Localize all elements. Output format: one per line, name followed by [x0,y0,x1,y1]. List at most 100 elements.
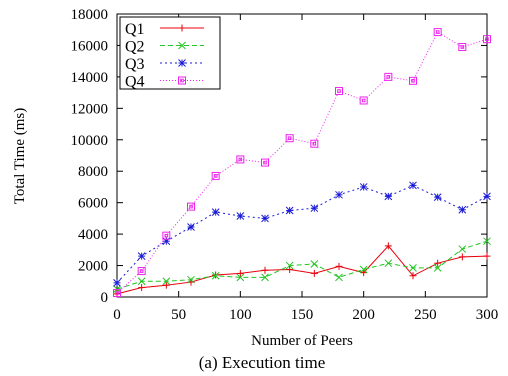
axis-ticks: 0 50 100 150 200 250 300 0 2000 4000 6000 8000 10000… [71,7,499,323]
legend-label-q3: Q3 [125,56,145,73]
series-q4-point [359,96,368,105]
series-q4-point [409,76,417,85]
legend-label-q2: Q2 [125,39,145,56]
series-q3-point [458,205,467,214]
y-tick-label: 10000 [71,133,109,149]
series-q3-point [335,190,343,199]
series-q4-point [162,231,171,240]
x-tick-label: 50 [171,307,186,323]
legend-marker-q2 [178,41,186,50]
legend-label-q4: Q4 [125,74,145,91]
y-tick-label: 12000 [71,101,109,117]
series-q1-point [335,262,343,270]
series-q2-point [384,259,393,268]
series-q4-line [116,31,488,294]
series-q1-point [458,253,466,261]
series-q4-point [335,87,343,96]
series-q2-point [137,277,146,286]
y-tick-label: 2000 [78,259,108,275]
series-q3-point [409,181,417,190]
series-q1 [113,242,491,298]
series-q2-point [310,260,319,268]
x-tick-label: 250 [414,307,437,323]
series-q2-point [261,273,269,282]
series-q3-point [483,192,491,201]
series-q4-point [310,139,319,148]
legend-marker-q4 [178,76,186,85]
series-q1-point [261,266,269,274]
series-q3-point [285,206,294,215]
series-q3-point [236,212,245,220]
y-tick-label: 4000 [78,227,108,243]
series-q3-point [261,214,269,223]
series-q2-point [285,261,294,270]
series-q2-point [335,273,343,282]
series-q4 [113,28,491,298]
series-q4-point [285,134,294,143]
series-q1-line [116,245,488,295]
series-q2-point [187,275,195,284]
figure-caption: (a) Execution time [199,353,326,372]
series-q1-point [162,281,170,289]
y-tick-label: 18000 [71,7,109,23]
series-q3-point [384,192,393,201]
series-q4-point [113,289,121,298]
series-q4-point [261,158,269,167]
series-q1-point [310,269,318,277]
legend-box [119,16,221,90]
series-q3-point [137,252,146,260]
series-q2-point [359,265,368,274]
x-tick-label: 200 [352,307,375,323]
series-q4-point [483,35,491,44]
y-axis-title: Total Time (ms) [12,108,28,204]
series-q4-point [458,43,467,52]
series-q3-point [113,278,121,287]
y-tick-label: 0 [101,290,109,306]
series-q4-point [211,171,220,180]
y-tick-label: 8000 [78,164,108,180]
series-q3-point [187,223,195,231]
series-q1-point [409,272,417,280]
series-q2-point [483,237,491,246]
series-q4-point [187,202,195,211]
series-q2 [113,237,491,293]
x-tick-label: 300 [476,307,499,323]
x-tick-label: 100 [229,307,252,323]
legend-marker-q1 [178,24,186,32]
series-q1-point [236,269,244,277]
series-q2-point [409,264,417,272]
series-q4-point [384,72,393,81]
series-q1-point [138,284,146,292]
series-q4-point [433,28,442,37]
y-tick-label: 16000 [71,38,109,54]
series-q1-point [286,265,294,273]
series-q3 [113,181,491,287]
series-q3-point [310,204,319,213]
series-q4-point [236,155,245,164]
series-q2-point [162,277,171,286]
series-q1-point [212,271,220,279]
series-q2-point [236,273,245,282]
x-tick-label: 0 [113,307,121,323]
series-q1-point [483,252,491,260]
series-q3-point [211,208,220,216]
series-q3-point [359,183,368,191]
series-q2-point [433,264,442,272]
series-layer [113,28,491,298]
y-tick-label: 14000 [71,70,109,86]
x-axis-title: Number of Peers [251,333,353,349]
series-q1-point [434,259,442,267]
series-q1-point [360,269,368,277]
x-tick-label: 150 [291,307,314,323]
series-q3-point [433,193,442,202]
series-q2-point [211,271,220,280]
y-tick-label: 6000 [78,196,108,212]
series-q4-point [137,267,146,276]
series-q2-point [458,245,467,253]
series-q1-point [384,242,392,250]
legend-marker-q3 [178,59,186,67]
series-q2-line [116,240,488,290]
series-q3-line [116,184,488,284]
